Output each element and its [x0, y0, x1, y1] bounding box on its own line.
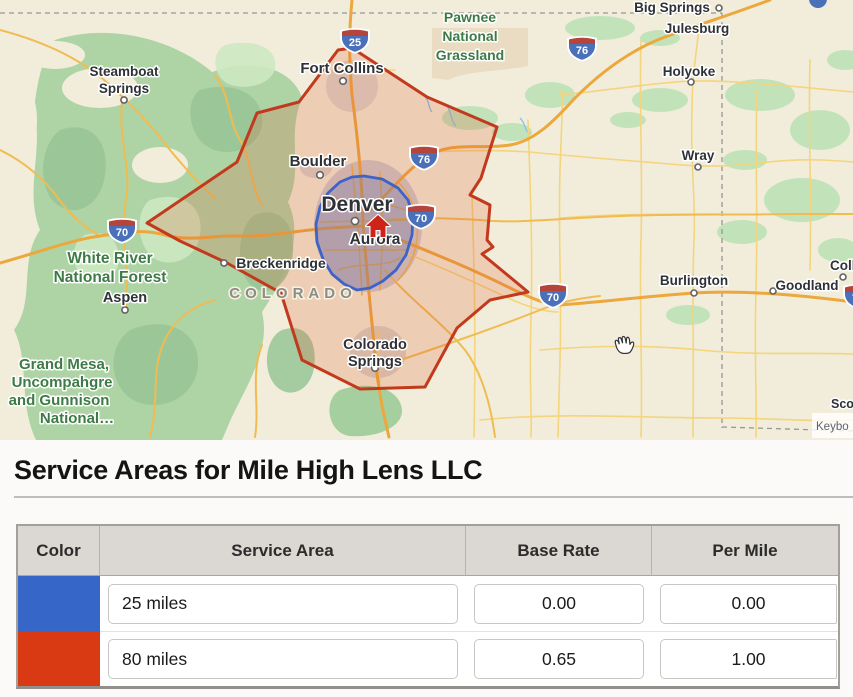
map-attribution[interactable]: Keybo: [812, 413, 853, 438]
table-row-1-service-area-cell: [100, 576, 466, 632]
label-pawnee-grassland: Pawnee: [444, 9, 496, 25]
page-title: Service Areas for Mile High Lens LLC: [14, 455, 483, 485]
i70-shield-denver: 70: [406, 204, 436, 230]
table-row-1-color-cell: [18, 576, 100, 632]
label-white-river-forest: White River: [67, 250, 152, 267]
column-header-per-mile: Per Mile: [652, 526, 838, 577]
svg-text:Springs: Springs: [348, 354, 402, 370]
service-area-input-row-1[interactable]: [108, 583, 458, 624]
color-swatch-80-miles[interactable]: [18, 631, 100, 687]
label-burlington: Burlington: [660, 273, 728, 288]
color-swatch-25-miles[interactable]: [18, 576, 100, 632]
service-areas-section: Service Areas for Mile High Lens LLC Col…: [0, 454, 853, 690]
label-steamboat-springs: Steamboat: [89, 64, 159, 79]
svg-text:and Gunnison: and Gunnison: [9, 392, 110, 409]
svg-text:70: 70: [116, 227, 128, 239]
base-rate-input-row-1[interactable]: [474, 583, 644, 624]
roads: [0, 0, 853, 439]
label-aurora: Aurora: [350, 231, 401, 248]
label-big-springs: Big Springs: [634, 0, 710, 15]
i25-shield: 25: [340, 28, 370, 54]
label-breckenridge: Breckenridge: [236, 255, 326, 271]
partial-shield-top-edge: [809, 0, 827, 8]
svg-text:76: 76: [418, 154, 430, 166]
label-julesburg: Julesburg: [665, 21, 730, 36]
svg-text:70: 70: [852, 293, 853, 305]
column-header-color: Color: [18, 526, 100, 577]
svg-text:National: National: [442, 28, 497, 44]
table-row-1-base-rate-cell: [466, 576, 652, 632]
label-fort-collins: Fort Collins: [300, 60, 383, 77]
svg-text:70: 70: [415, 213, 427, 225]
i70-shield-edge-partial: 70: [843, 284, 853, 310]
label-colorado-springs: Colorado: [343, 337, 407, 353]
per-mile-input-row-2[interactable]: [660, 639, 837, 680]
map-canvas[interactable]: Steamboat Springs Fort Collins Boulder D…: [0, 0, 853, 440]
keyboard-shortcuts-link: Keybo: [816, 421, 849, 433]
city-dots: [120, 4, 847, 373]
title-divider: [14, 496, 853, 499]
svg-text:Springs: Springs: [99, 81, 149, 96]
pawnee-grassland-area: [432, 28, 528, 80]
base-rate-input-row-2[interactable]: [474, 639, 644, 680]
label-scott-partial: Sco: [831, 397, 853, 411]
svg-text:National…: National…: [40, 410, 114, 427]
column-header-base-rate: Base Rate: [466, 526, 652, 577]
terrain-green-areas: [0, 16, 853, 440]
table-row-1-per-mile-cell: [652, 576, 838, 632]
svg-text:76: 76: [576, 45, 588, 57]
i76-shield-denver: 76: [409, 145, 439, 171]
table-row-2-per-mile-cell: [652, 631, 838, 687]
i70-shield-east: 70: [538, 283, 568, 309]
svg-text:Grassland: Grassland: [436, 47, 504, 63]
service-area-25-miles-polygon[interactable]: [314, 174, 415, 292]
hand-cursor-icon: [614, 335, 635, 355]
label-denver: Denver: [321, 193, 392, 216]
i76-shield-plains: 76: [567, 36, 597, 62]
label-colorado-state: COLORADO: [229, 285, 357, 302]
svg-text:25: 25: [349, 37, 361, 49]
label-grand-mesa-forest: Grand Mesa,: [19, 356, 109, 373]
table-row-2-color-cell: [18, 631, 100, 687]
svg-text:Uncompahgre: Uncompahgre: [12, 374, 113, 391]
label-colby-partial: Coll: [830, 258, 853, 273]
service-area-80-miles-polygon[interactable]: [145, 46, 530, 391]
svg-text:National Forest: National Forest: [54, 269, 167, 286]
table-row-2-base-rate-cell: [466, 631, 652, 687]
column-header-service-area: Service Area: [100, 526, 466, 577]
label-holyoke: Holyoke: [663, 64, 716, 79]
service-areas-table: Color Service Area Base Rate Per Mile: [16, 524, 840, 690]
map-labels: Steamboat Springs Fort Collins Boulder D…: [7, 0, 853, 429]
highway-shields: 25 76 76 70 70 70 70: [107, 0, 853, 310]
label-wray: Wray: [682, 148, 715, 163]
home-marker[interactable]: [364, 213, 392, 239]
svg-text:70: 70: [547, 292, 559, 304]
service-area-map[interactable]: Steamboat Springs Fort Collins Boulder D…: [0, 0, 853, 440]
label-boulder: Boulder: [290, 153, 347, 170]
per-mile-input-row-1[interactable]: [660, 583, 837, 624]
i70-shield-west: 70: [107, 218, 137, 244]
label-goodland: Goodland: [776, 278, 839, 293]
table-row-2-service-area-cell: [100, 631, 466, 687]
service-area-input-row-2[interactable]: [108, 639, 458, 680]
label-aspen: Aspen: [103, 290, 147, 306]
